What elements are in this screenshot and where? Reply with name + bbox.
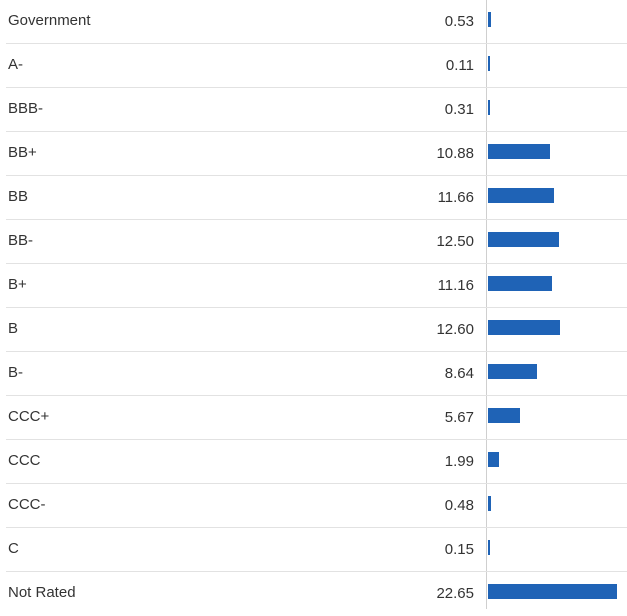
value-label: 11.66 xyxy=(437,189,474,206)
bar xyxy=(488,320,560,335)
chart-row: B 12.60 xyxy=(0,308,627,352)
row-divider xyxy=(6,87,627,88)
chart-row: Government 0.53 xyxy=(0,0,627,44)
row-divider xyxy=(6,263,627,264)
row-divider xyxy=(6,219,627,220)
row-divider xyxy=(6,395,627,396)
bar xyxy=(488,100,490,115)
bar xyxy=(488,56,490,71)
category-label: C xyxy=(8,540,19,557)
value-label: 0.31 xyxy=(444,101,474,118)
value-label: 5.67 xyxy=(444,409,474,426)
bar xyxy=(488,144,550,159)
row-divider xyxy=(6,571,627,572)
bar xyxy=(488,408,521,423)
category-label: B- xyxy=(8,364,23,381)
value-label: 22.65 xyxy=(436,585,474,602)
bar xyxy=(488,452,500,467)
chart-row: B+ 11.16 xyxy=(0,264,627,308)
bar xyxy=(488,276,552,291)
chart-row: CCC- 0.48 xyxy=(0,484,627,528)
bar xyxy=(488,232,560,247)
chart-row: CCC+ 5.67 xyxy=(0,396,627,440)
value-label: 1.99 xyxy=(444,453,474,470)
value-label: 12.60 xyxy=(436,321,474,338)
value-label: 0.53 xyxy=(444,13,474,30)
bar xyxy=(488,496,491,511)
row-divider xyxy=(6,307,627,308)
chart-row: B- 8.64 xyxy=(0,352,627,396)
category-label: CCC+ xyxy=(8,408,50,425)
category-label: Government xyxy=(8,12,91,29)
chart-row: BB+ 10.88 xyxy=(0,132,627,176)
bar xyxy=(488,540,490,555)
value-label: 0.11 xyxy=(445,57,474,74)
value-label: 10.88 xyxy=(436,145,474,162)
category-label: BB xyxy=(8,188,29,205)
row-divider xyxy=(6,175,627,176)
category-label: Not Rated xyxy=(8,584,76,601)
category-label: BB+ xyxy=(8,144,37,161)
row-divider xyxy=(6,43,627,44)
chart-row: A- 0.11 xyxy=(0,44,627,88)
row-divider xyxy=(6,527,627,528)
value-label: 11.16 xyxy=(437,277,474,294)
category-label: CCC- xyxy=(8,496,46,513)
category-label: B xyxy=(8,320,19,337)
bar xyxy=(488,188,555,203)
baseline-axis xyxy=(486,0,487,609)
value-label: 12.50 xyxy=(436,233,474,250)
category-label: BB- xyxy=(8,232,34,249)
category-label: BBB- xyxy=(8,100,44,117)
row-divider xyxy=(6,351,627,352)
chart-row: Not Rated 22.65 xyxy=(0,572,627,616)
category-label: B+ xyxy=(8,276,27,293)
row-divider xyxy=(6,131,627,132)
category-label: A- xyxy=(8,56,23,73)
bar xyxy=(488,12,492,27)
chart-row: BBB- 0.31 xyxy=(0,88,627,132)
value-label: 0.48 xyxy=(444,497,474,514)
chart-row: C 0.15 xyxy=(0,528,627,572)
chart-row: BB- 12.50 xyxy=(0,220,627,264)
category-label: CCC xyxy=(8,452,41,469)
row-divider xyxy=(6,439,627,440)
value-label: 8.64 xyxy=(444,365,474,382)
chart-row: BB 11.66 xyxy=(0,176,627,220)
bar xyxy=(488,584,617,599)
row-divider xyxy=(6,483,627,484)
chart-row: CCC 1.99 xyxy=(0,440,627,484)
value-label: 0.15 xyxy=(444,541,474,558)
bar xyxy=(488,364,538,379)
